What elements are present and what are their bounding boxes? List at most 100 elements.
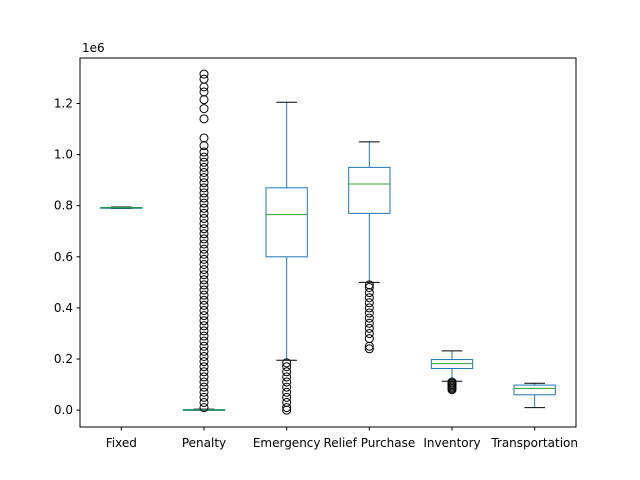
outlier-point: [199, 270, 209, 280]
outlier-point: [199, 397, 209, 407]
outlier-point: [199, 104, 209, 114]
outlier-point: [199, 249, 209, 259]
outlier-point: [199, 74, 209, 84]
outlier-point: [364, 323, 374, 333]
outlier-point: [364, 308, 374, 318]
outlier-point: [199, 392, 209, 402]
plot-frame: [79, 57, 577, 428]
outlier-point: [364, 334, 374, 344]
outlier-point: [199, 152, 209, 162]
y-tick-label: 0.0: [54, 403, 73, 417]
outlier-point: [199, 357, 209, 367]
outlier-point: [199, 265, 209, 275]
outlier-point: [199, 244, 209, 254]
y-tick-label: 1.0: [54, 148, 73, 162]
outlier-point: [199, 157, 209, 167]
outlier-point: [282, 387, 292, 397]
box-inventory: [430, 350, 474, 395]
outlier-point: [364, 280, 374, 290]
outlier-point: [199, 372, 209, 382]
outlier-point: [282, 392, 292, 402]
outlier-point: [364, 303, 374, 313]
outlier-point: [364, 313, 374, 323]
outlier-point: [364, 344, 374, 354]
y-offset-label: 1e6: [82, 41, 105, 55]
y-tick-label: 0.2: [54, 352, 73, 366]
box-penalty: [182, 69, 226, 413]
outlier-point: [199, 239, 209, 249]
outlier-point: [199, 173, 209, 183]
box-fixed: [100, 206, 143, 210]
outlier-point: [199, 203, 209, 213]
outlier-point: [199, 193, 209, 203]
outlier-point: [199, 387, 209, 397]
x-tick-label: Fixed: [106, 436, 137, 450]
outlier-point: [199, 331, 209, 341]
iqr-box: [513, 384, 556, 396]
outlier-point: [199, 382, 209, 392]
outlier-point: [199, 208, 209, 218]
outlier-point: [199, 300, 209, 310]
y-axis: 0.0 0.2 0.4 0.6 0.8 1.0 1.2: [54, 96, 80, 417]
outlier-point: [199, 114, 209, 124]
outlier-point: [199, 167, 209, 177]
box-emergency: [265, 101, 308, 415]
outlier-point: [199, 403, 209, 413]
outlier-point: [364, 293, 374, 303]
outlier-point: [199, 95, 209, 105]
outlier-point: [199, 219, 209, 229]
outlier-point: [199, 82, 209, 92]
outlier-point: [199, 234, 209, 244]
outlier-point: [199, 377, 209, 387]
outlier-point: [199, 326, 209, 336]
x-axis: Fixed Penalty Emergency Relief Purchase Inve…: [106, 427, 578, 450]
outlier-point: [282, 382, 292, 392]
outlier-point: [199, 321, 209, 331]
outlier-point: [199, 87, 209, 97]
outlier-point: [282, 403, 292, 413]
outlier-point: [199, 367, 209, 377]
outlier-point: [199, 295, 209, 305]
x-tick-label: Penalty: [182, 436, 226, 450]
outlier-point: [199, 224, 209, 234]
outlier-point: [199, 229, 209, 239]
outlier-point: [199, 69, 209, 79]
outlier-point: [199, 198, 209, 208]
outlier-point: [199, 275, 209, 285]
iqr-box: [265, 187, 308, 258]
outlier-point: [199, 362, 209, 372]
outlier-point: [199, 351, 209, 361]
outlier-point: [199, 147, 209, 157]
plot-marks: [100, 69, 556, 415]
y-tick-label: 1.2: [54, 96, 73, 110]
outlier-point: [199, 178, 209, 188]
outlier-point: [199, 311, 209, 321]
outlier-point: [199, 336, 209, 346]
y-tick-label: 0.6: [54, 250, 73, 264]
outlier-point: [282, 377, 292, 387]
x-tick-label: Emergency: [253, 436, 321, 450]
x-tick-label: Inventory: [423, 436, 480, 450]
outlier-point: [282, 362, 292, 372]
outlier-point: [199, 188, 209, 198]
iqr-box: [348, 166, 391, 214]
x-tick-label: Transportation: [490, 436, 578, 450]
outlier-point: [199, 213, 209, 223]
outlier-point: [199, 280, 209, 290]
y-tick-label: 0.4: [54, 301, 73, 315]
outlier-point: [199, 254, 209, 264]
outlier-point: [199, 346, 209, 356]
outlier-point: [199, 183, 209, 193]
outlier-point: [282, 358, 292, 368]
outlier-point: [364, 318, 374, 328]
outlier-point: [199, 133, 209, 143]
y-tick-label: 0.8: [54, 199, 73, 213]
box-relief-purchase: [348, 141, 391, 354]
outlier-point: [199, 285, 209, 295]
outlier-point: [199, 316, 209, 326]
outlier-point: [282, 397, 292, 407]
outlier-point: [199, 259, 209, 269]
outlier-point: [447, 377, 457, 387]
x-tick-label: Relief Purchase: [323, 436, 415, 450]
